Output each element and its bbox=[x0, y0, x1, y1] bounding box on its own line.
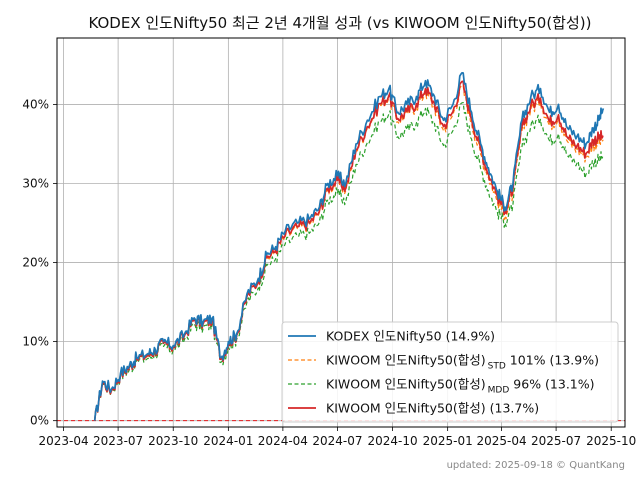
x-tick-label: 2025-07 bbox=[531, 434, 581, 448]
legend-label: KIWOOM 인도Nifty50(합성) (13.7%) bbox=[326, 401, 539, 416]
y-tick-label: 40% bbox=[22, 97, 49, 111]
x-axis-ticks: 2023-04 2023-07 2023-10 2024-01 2024-04 2024-… bbox=[39, 427, 636, 448]
y-axis-ticks: 0% 10% 20% 30% 40% bbox=[22, 97, 57, 428]
x-tick-label: 2024-04 bbox=[258, 434, 308, 448]
legend-label-subscript: MDD bbox=[488, 386, 510, 396]
x-tick-label: 2024-10 bbox=[367, 434, 417, 448]
footer-note: updated: 2025-09-18 © QuantKang bbox=[447, 460, 625, 471]
x-tick-label: 2023-04 bbox=[39, 434, 89, 448]
series-line bbox=[94, 101, 604, 421]
legend-label-tail: 96% (13.1%) bbox=[513, 377, 594, 392]
y-tick-label: 30% bbox=[22, 176, 49, 190]
chart-title: KODEX 인도Nifty50 최근 2년 4개월 성과 (vs KIWOOM … bbox=[88, 14, 591, 32]
x-tick-label: 2023-10 bbox=[148, 434, 198, 448]
legend-label: KIWOOM 인도Nifty50(합성) MDD 96% (13.1%) bbox=[326, 377, 595, 396]
y-tick-label: 20% bbox=[22, 256, 49, 270]
series-line bbox=[93, 71, 605, 421]
legend-label-tail: 101% (13.9%) bbox=[510, 353, 599, 368]
legend-label: KODEX 인도Nifty50 (14.9%) bbox=[326, 329, 495, 344]
x-tick-label: 2025-10 bbox=[586, 434, 636, 448]
legend: KODEX 인도Nifty50 (14.9%) KIWOOM 인도Nifty50(… bbox=[281, 321, 619, 423]
x-tick-label: 2024-01 bbox=[203, 434, 253, 448]
x-tick-label: 2025-01 bbox=[423, 434, 473, 448]
legend-label-main: KIWOOM 인도Nifty50(합성) (13.7%) bbox=[326, 401, 539, 416]
series-lines bbox=[93, 71, 605, 421]
legend-label-main: KIWOOM 인도Nifty50(합성) bbox=[326, 377, 486, 392]
plot-frame bbox=[56, 37, 626, 428]
y-tick-label: 10% bbox=[22, 335, 49, 349]
x-tick-label: 2025-04 bbox=[477, 434, 527, 448]
legend-box bbox=[281, 321, 619, 423]
y-tick-label: 0% bbox=[30, 414, 49, 428]
legend-label: KIWOOM 인도Nifty50(합성) STD 101% (13.9%) bbox=[326, 353, 599, 372]
legend-label-main: KIWOOM 인도Nifty50(합성) bbox=[326, 353, 486, 368]
legend-label-main: KODEX 인도Nifty50 (14.9%) bbox=[326, 329, 495, 344]
legend-label-subscript: STD bbox=[488, 362, 506, 372]
x-tick-label: 2023-07 bbox=[93, 434, 143, 448]
x-tick-label: 2024-07 bbox=[312, 434, 362, 448]
